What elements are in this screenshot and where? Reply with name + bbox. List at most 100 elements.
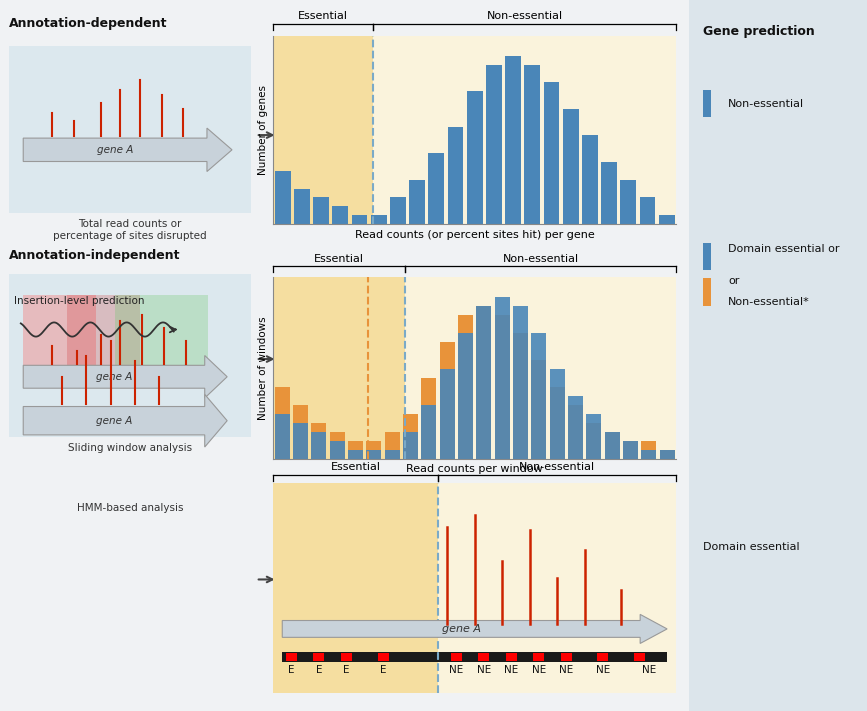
Bar: [23, 295, 96, 377]
Text: Domain essential: Domain essential: [703, 542, 800, 552]
Bar: [314, 653, 324, 661]
Text: NE: NE: [642, 665, 656, 675]
Bar: [586, 422, 602, 459]
Text: NE: NE: [559, 665, 573, 675]
Bar: [273, 483, 438, 693]
Polygon shape: [23, 356, 227, 398]
Bar: [476, 306, 492, 459]
Bar: [348, 449, 363, 459]
Bar: [601, 162, 617, 224]
Bar: [513, 333, 528, 459]
Bar: [659, 215, 675, 224]
Text: NE: NE: [505, 665, 518, 675]
Bar: [466, 91, 483, 224]
Bar: [495, 315, 510, 459]
Text: Gene prediction: Gene prediction: [703, 25, 815, 38]
Polygon shape: [23, 128, 232, 171]
Bar: [405, 277, 676, 459]
Bar: [495, 296, 510, 459]
Text: gene A: gene A: [441, 624, 480, 634]
Bar: [367, 449, 381, 459]
Text: E: E: [343, 665, 349, 675]
Bar: [621, 180, 636, 224]
Bar: [438, 483, 676, 693]
Bar: [329, 432, 345, 459]
Text: NE: NE: [596, 665, 610, 675]
Text: HMM-based analysis: HMM-based analysis: [77, 503, 183, 513]
Bar: [403, 432, 418, 459]
Bar: [660, 449, 675, 459]
Bar: [377, 653, 388, 661]
Bar: [385, 449, 400, 459]
Bar: [311, 432, 327, 459]
Bar: [403, 414, 418, 459]
Bar: [373, 36, 676, 224]
Bar: [505, 653, 517, 661]
Bar: [275, 414, 290, 459]
Bar: [329, 441, 345, 459]
Text: Non-essential: Non-essential: [503, 254, 578, 264]
Text: Annotation-independent: Annotation-independent: [9, 249, 180, 262]
Y-axis label: Number of windows: Number of windows: [257, 316, 268, 419]
Bar: [332, 206, 349, 224]
Bar: [458, 315, 473, 459]
Bar: [550, 369, 564, 459]
Text: Non-essential: Non-essential: [519, 462, 596, 472]
Text: gene A: gene A: [95, 416, 132, 426]
Bar: [505, 55, 521, 224]
Bar: [604, 432, 620, 459]
Text: NE: NE: [449, 665, 464, 675]
Text: Essential: Essential: [314, 254, 364, 264]
Bar: [533, 653, 544, 661]
X-axis label: Read counts per window: Read counts per window: [407, 464, 543, 474]
Bar: [390, 198, 406, 224]
Text: E: E: [380, 665, 387, 675]
Bar: [451, 653, 462, 661]
Bar: [67, 295, 140, 377]
Bar: [634, 653, 645, 661]
Bar: [586, 414, 602, 459]
Bar: [447, 127, 463, 224]
Text: NE: NE: [531, 665, 546, 675]
Bar: [348, 441, 363, 459]
Text: Essential: Essential: [298, 11, 348, 21]
Bar: [642, 449, 656, 459]
Bar: [352, 215, 368, 224]
Bar: [371, 215, 387, 224]
Text: Non-essential: Non-essential: [486, 11, 563, 21]
Bar: [568, 405, 583, 459]
Bar: [428, 153, 444, 224]
Text: E: E: [316, 665, 323, 675]
Bar: [525, 65, 540, 224]
Polygon shape: [23, 395, 227, 447]
Bar: [440, 342, 454, 459]
Bar: [294, 188, 310, 224]
Bar: [479, 653, 489, 661]
Bar: [513, 306, 528, 459]
Bar: [421, 378, 436, 459]
Bar: [115, 295, 208, 377]
Bar: [409, 180, 425, 224]
Bar: [421, 405, 436, 459]
Bar: [341, 653, 352, 661]
Bar: [642, 441, 656, 459]
Text: Non-essential*: Non-essential*: [728, 297, 810, 307]
Text: gene A: gene A: [95, 372, 132, 382]
Bar: [273, 36, 373, 224]
Text: NE: NE: [477, 665, 491, 675]
Text: E: E: [288, 665, 295, 675]
Bar: [486, 65, 502, 224]
Text: Annotation-dependent: Annotation-dependent: [9, 16, 167, 30]
Text: Total read counts or
percentage of sites disrupted: Total read counts or percentage of sites…: [53, 219, 207, 241]
Bar: [550, 387, 564, 459]
Text: Sliding window analysis: Sliding window analysis: [68, 443, 192, 453]
Bar: [476, 306, 492, 459]
Bar: [385, 432, 400, 459]
X-axis label: Read counts (or percent sites hit) per gene: Read counts (or percent sites hit) per g…: [355, 230, 595, 240]
Text: Insertion-level prediction: Insertion-level prediction: [14, 296, 144, 306]
Bar: [313, 198, 329, 224]
Bar: [286, 653, 297, 661]
Bar: [623, 441, 638, 459]
Bar: [561, 653, 572, 661]
Bar: [531, 333, 546, 459]
